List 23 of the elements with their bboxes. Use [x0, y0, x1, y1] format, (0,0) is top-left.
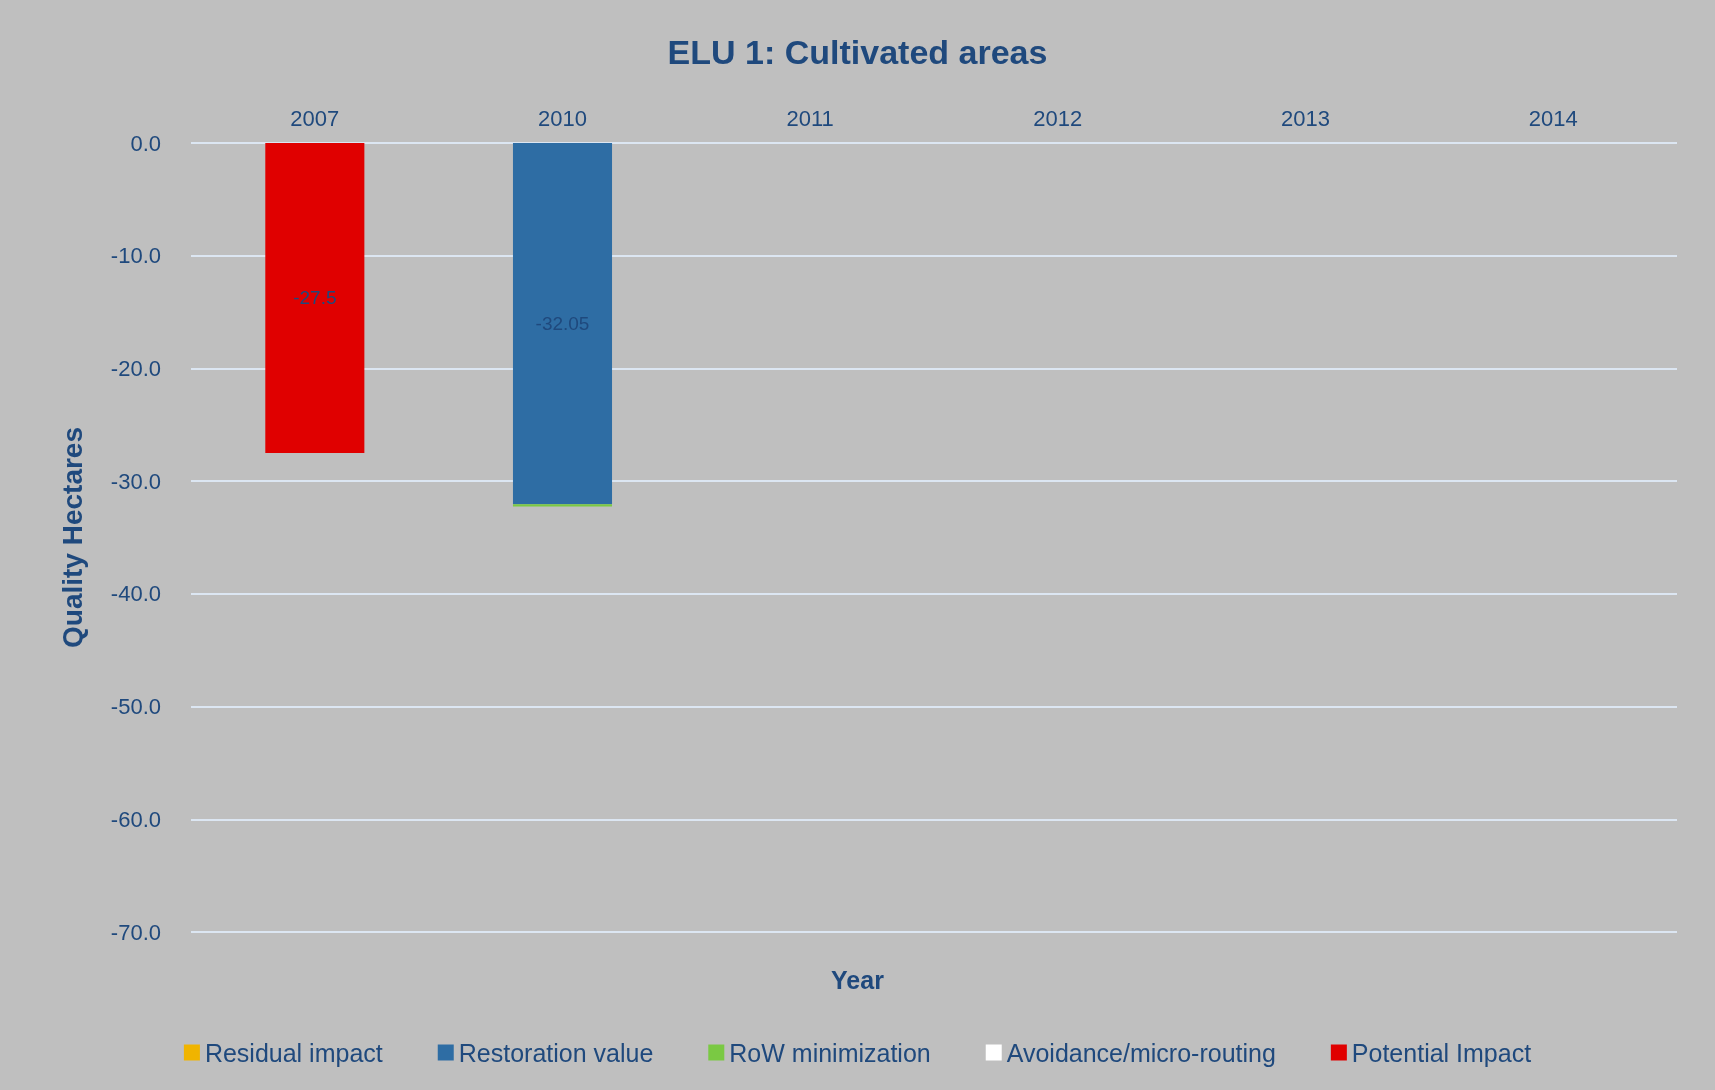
- legend-label: Avoidance/micro-routing: [1006, 1038, 1276, 1067]
- legend-label: RoW minimization: [729, 1038, 931, 1067]
- legend-label: Potential Impact: [1351, 1038, 1532, 1067]
- legend-label: Residual impact: [204, 1038, 383, 1067]
- data-label: -27.5: [293, 287, 337, 309]
- y-tick-label: -70.0: [110, 919, 161, 945]
- x-tick-label: 2013: [1281, 105, 1330, 131]
- y-tick-label: -10.0: [110, 243, 161, 269]
- x-tick-label: 2014: [1528, 105, 1578, 131]
- y-tick-label: -40.0: [110, 581, 161, 607]
- y-tick-label: -50.0: [110, 694, 161, 720]
- chart-title: ELU 1: Cultivated areas: [667, 33, 1048, 71]
- x-tick-label: 2012: [1033, 105, 1083, 131]
- y-tick-label: -20.0: [110, 355, 161, 381]
- legend-label: Restoration value: [458, 1038, 654, 1067]
- x-tick-label: 2010: [538, 105, 587, 131]
- y-tick-label: -60.0: [110, 806, 161, 832]
- y-tick-label: 0.0: [130, 130, 161, 156]
- y-tick-label: -30.0: [110, 468, 161, 494]
- x-tick-label: 2011: [786, 105, 834, 131]
- x-tick-label: 2007: [290, 105, 340, 131]
- x-axis-title: Year: [831, 965, 885, 994]
- y-axis-title: Quality Hectares: [56, 427, 88, 648]
